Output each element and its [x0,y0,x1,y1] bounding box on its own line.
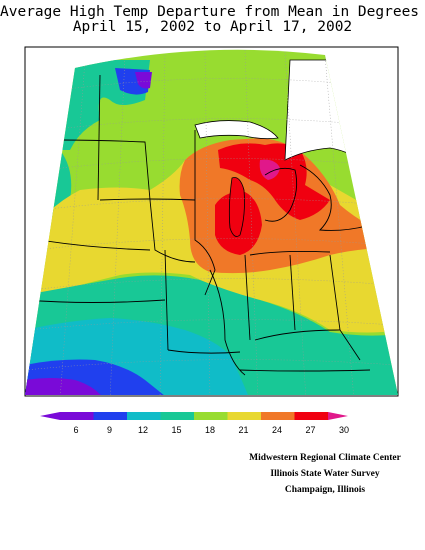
legend-tick-label: 27 [305,425,315,435]
legend-swatch [93,412,128,420]
legend-tick-label: 24 [272,425,282,435]
temperature-contours [25,49,398,395]
credit-center: Midwestern Regional Climate Center [249,453,401,463]
legend-tick-label: 9 [107,425,112,435]
legend-swatch [160,412,195,420]
map-frame [24,46,399,397]
legend-arrow-high [328,412,348,420]
legend-tick-label: 12 [138,425,148,435]
zone-6-9-south [25,378,105,395]
legend-swatch [261,412,295,420]
legend-tick-label: 15 [171,425,181,435]
lake-shorelines [264,164,371,231]
map-title: Average High Temp Departure from Mean in… [0,4,425,20]
map-date-range: April 15, 2002 to April 17, 2002 [72,19,353,35]
legend-tick-label: 6 [73,425,78,435]
graticule [25,49,397,395]
lake-superior [194,120,279,140]
lake-michigan [228,177,245,237]
legend-swatch [227,412,262,420]
credit-survey: Illinois State Water Survey [270,469,380,479]
legend-swatch [60,412,94,420]
zone-30-plus [259,159,280,180]
color-legend: 6 9 12 15 18 21 24 27 30 [40,412,349,435]
legend-tick-label: 18 [205,425,215,435]
zone-6-9-north [135,72,152,89]
legend-arrow-low [40,412,60,420]
legend-tick-label: 30 [339,425,349,435]
zone-27-30-north [218,143,330,220]
legend-swatch [294,412,329,420]
legend-tick-label: 21 [238,425,248,435]
legend-swatch [127,412,161,420]
legend-swatch [194,412,228,420]
credit-location: Champaign, Illinois [284,485,366,495]
